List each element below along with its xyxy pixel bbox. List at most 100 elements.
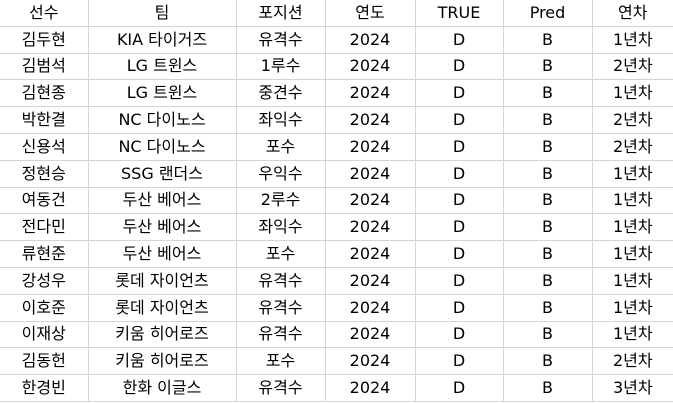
cell-position[interactable]: 유격수 <box>235 266 326 295</box>
cell-pred[interactable]: B <box>502 374 593 402</box>
cell-team[interactable]: 한화 이글스 <box>87 374 237 402</box>
cell-position[interactable]: 중견수 <box>235 79 326 108</box>
cell-year[interactable]: 2024 <box>324 213 416 242</box>
cell-player[interactable]: 김범석 <box>0 52 89 81</box>
cell-experience[interactable]: 1년차 <box>591 186 673 215</box>
cell-year[interactable]: 2024 <box>324 79 416 108</box>
cell-position[interactable]: 유격수 <box>235 25 326 54</box>
cell-player[interactable]: 신용석 <box>0 132 89 161</box>
cell-team[interactable]: 두산 베어스 <box>87 186 237 215</box>
cell-true[interactable]: D <box>414 25 504 54</box>
header-cell-experience[interactable]: 연차 <box>591 0 673 27</box>
cell-true[interactable]: D <box>414 374 504 402</box>
cell-year[interactable]: 2024 <box>324 132 416 161</box>
cell-pred[interactable]: B <box>502 293 593 322</box>
cell-true[interactable]: D <box>414 320 504 349</box>
cell-pred[interactable]: B <box>502 25 593 54</box>
cell-experience[interactable]: 1년차 <box>591 320 673 349</box>
cell-position[interactable]: 포수 <box>235 132 326 161</box>
cell-true[interactable]: D <box>414 159 504 188</box>
cell-pred[interactable]: B <box>502 320 593 349</box>
cell-true[interactable]: D <box>414 132 504 161</box>
cell-position[interactable]: 포수 <box>235 240 326 268</box>
cell-year[interactable]: 2024 <box>324 374 416 402</box>
cell-team[interactable]: 롯데 자이언츠 <box>87 293 237 322</box>
cell-pred[interactable]: B <box>502 347 593 376</box>
cell-true[interactable]: D <box>414 266 504 295</box>
header-cell-position[interactable]: 포지션 <box>235 0 326 27</box>
cell-team[interactable]: 두산 베어스 <box>87 213 237 242</box>
cell-true[interactable]: D <box>414 293 504 322</box>
cell-player[interactable]: 김현종 <box>0 79 89 108</box>
cell-team[interactable]: LG 트윈스 <box>87 79 237 108</box>
cell-pred[interactable]: B <box>502 240 593 268</box>
cell-year[interactable]: 2024 <box>324 186 416 215</box>
cell-experience[interactable]: 1년차 <box>591 293 673 322</box>
header-cell-pred[interactable]: Pred <box>502 0 593 27</box>
cell-true[interactable]: D <box>414 79 504 108</box>
cell-team[interactable]: NC 다이노스 <box>87 132 237 161</box>
cell-experience[interactable]: 1년차 <box>591 159 673 188</box>
cell-pred[interactable]: B <box>502 159 593 188</box>
cell-team[interactable]: 키움 히어로즈 <box>87 320 237 349</box>
cell-player[interactable]: 김두현 <box>0 25 89 54</box>
cell-true[interactable]: D <box>414 52 504 81</box>
cell-team[interactable]: 두산 베어스 <box>87 240 237 268</box>
cell-player[interactable]: 한경빈 <box>0 374 89 402</box>
cell-team[interactable]: KIA 타이거즈 <box>87 25 237 54</box>
cell-experience[interactable]: 1년차 <box>591 25 673 54</box>
cell-position[interactable]: 우익수 <box>235 159 326 188</box>
cell-experience[interactable]: 3년차 <box>591 374 673 402</box>
cell-position[interactable]: 좌익수 <box>235 213 326 242</box>
cell-true[interactable]: D <box>414 106 504 134</box>
cell-year[interactable]: 2024 <box>324 52 416 81</box>
cell-experience[interactable]: 2년차 <box>591 106 673 134</box>
cell-true[interactable]: D <box>414 347 504 376</box>
cell-pred[interactable]: B <box>502 52 593 81</box>
cell-experience[interactable]: 1년차 <box>591 79 673 108</box>
cell-player[interactable]: 이재상 <box>0 320 89 349</box>
cell-team[interactable]: 롯데 자이언츠 <box>87 266 237 295</box>
cell-position[interactable]: 2루수 <box>235 186 326 215</box>
cell-experience[interactable]: 1년차 <box>591 266 673 295</box>
cell-year[interactable]: 2024 <box>324 159 416 188</box>
cell-player[interactable]: 박한결 <box>0 106 89 134</box>
cell-player[interactable]: 여동건 <box>0 186 89 215</box>
cell-year[interactable]: 2024 <box>324 293 416 322</box>
cell-year[interactable]: 2024 <box>324 347 416 376</box>
cell-player[interactable]: 정현승 <box>0 159 89 188</box>
cell-year[interactable]: 2024 <box>324 106 416 134</box>
cell-pred[interactable]: B <box>502 132 593 161</box>
cell-experience[interactable]: 2년차 <box>591 347 673 376</box>
cell-experience[interactable]: 2년차 <box>591 132 673 161</box>
cell-true[interactable]: D <box>414 186 504 215</box>
cell-position[interactable]: 유격수 <box>235 293 326 322</box>
cell-position[interactable]: 포수 <box>235 347 326 376</box>
header-cell-player[interactable]: 선수 <box>0 0 89 27</box>
header-cell-team[interactable]: 팀 <box>87 0 237 27</box>
cell-experience[interactable]: 2년차 <box>591 52 673 81</box>
cell-pred[interactable]: B <box>502 106 593 134</box>
cell-position[interactable]: 유격수 <box>235 374 326 402</box>
cell-player[interactable]: 류현준 <box>0 240 89 268</box>
cell-team[interactable]: LG 트윈스 <box>87 52 237 81</box>
cell-experience[interactable]: 1년차 <box>591 213 673 242</box>
cell-pred[interactable]: B <box>502 79 593 108</box>
cell-player[interactable]: 강성우 <box>0 266 89 295</box>
cell-team[interactable]: NC 다이노스 <box>87 106 237 134</box>
cell-true[interactable]: D <box>414 240 504 268</box>
cell-team[interactable]: SSG 랜더스 <box>87 159 237 188</box>
cell-team[interactable]: 키움 히어로즈 <box>87 347 237 376</box>
header-cell-year[interactable]: 연도 <box>324 0 416 27</box>
cell-pred[interactable]: B <box>502 186 593 215</box>
header-cell-true[interactable]: TRUE <box>414 0 504 27</box>
cell-year[interactable]: 2024 <box>324 266 416 295</box>
cell-player[interactable]: 김동헌 <box>0 347 89 376</box>
cell-experience[interactable]: 1년차 <box>591 240 673 268</box>
cell-year[interactable]: 2024 <box>324 25 416 54</box>
cell-year[interactable]: 2024 <box>324 320 416 349</box>
cell-true[interactable]: D <box>414 213 504 242</box>
cell-pred[interactable]: B <box>502 266 593 295</box>
cell-position[interactable]: 유격수 <box>235 320 326 349</box>
cell-player[interactable]: 이호준 <box>0 293 89 322</box>
